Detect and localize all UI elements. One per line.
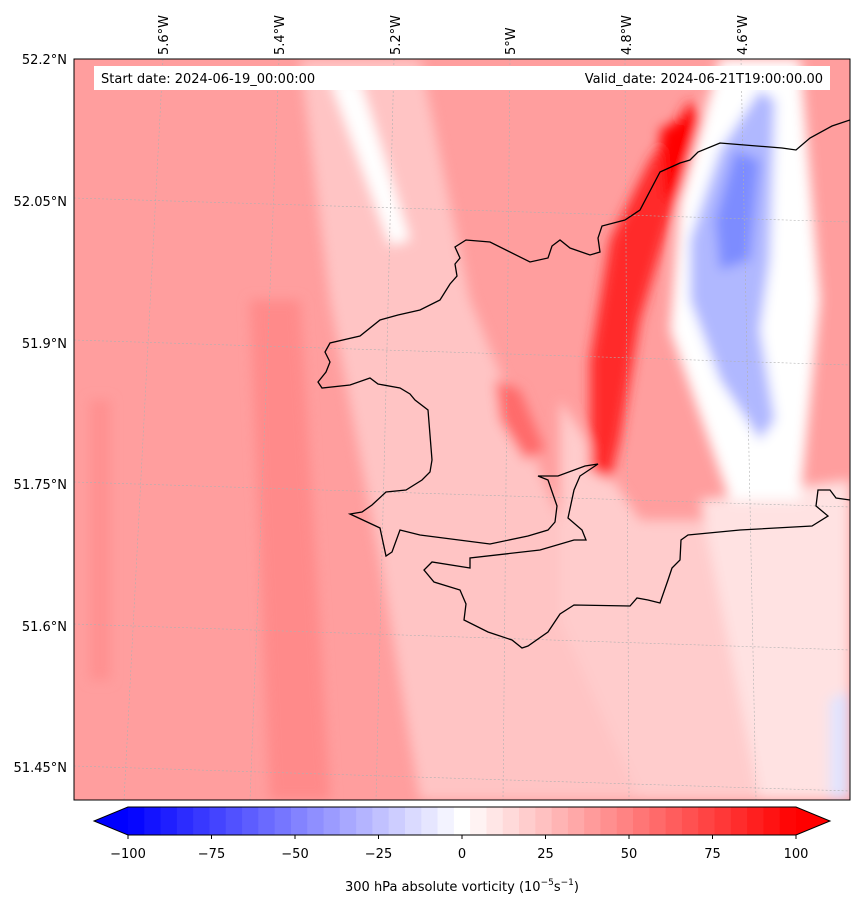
colorbar-arrow-high (796, 807, 830, 835)
colorbar-segment (747, 807, 765, 835)
colorbar-segment (486, 807, 504, 835)
colorbar-segment (421, 807, 439, 835)
lat-label-51-75n: 51.75°N (14, 478, 67, 493)
colorbar-segment (274, 807, 292, 835)
cb-tick-label: 75 (704, 847, 721, 862)
colorbar-segment (698, 807, 716, 835)
colorbar-segment (665, 807, 683, 835)
colorbar-segment (779, 807, 797, 835)
lat-label-51-45n: 51.45°N (14, 761, 67, 776)
map-frame (73, 58, 851, 801)
white-streak (330, 80, 410, 245)
cb-title-main: 300 hPa absolute vorticity (10 (345, 880, 541, 895)
colorbar-segment (372, 807, 390, 835)
colorbar-segment (600, 807, 618, 835)
colorbar-segment (535, 807, 553, 835)
colorbar-segment (453, 807, 471, 835)
colorbar-segment (356, 807, 373, 835)
colorbar-segment (307, 807, 325, 835)
longitude-labels: 5.6°W 5.4°W 5.2°W 5°W 4.8°W 4.6°W (157, 15, 751, 55)
colorbar-segment (681, 807, 699, 835)
colorbar-segment (404, 807, 422, 835)
cb-title-mid: s (554, 880, 561, 895)
colorbar-tick-labels: −100 −75 −50 −25 0 25 50 75 100 (110, 847, 808, 862)
lat-label-52-05n: 52.05°N (14, 195, 67, 210)
colorbar-segments (128, 807, 797, 835)
red-streak-centre (495, 380, 545, 460)
colorbar-segment (144, 807, 162, 835)
colorbar-segment (209, 807, 227, 835)
lat-label-51-9n: 51.9°N (22, 337, 67, 352)
lon-label-4-8w: 4.8°W (620, 15, 635, 55)
colorbar-segment (290, 807, 308, 835)
colorbar-segment (437, 807, 455, 835)
colorbar-segment (225, 807, 243, 835)
lon-label-4-6w: 4.6°W (736, 15, 751, 55)
coastline (317, 119, 850, 649)
valid-date-label: Valid_date: 2024-06-21T19:00:00.00 (585, 72, 823, 87)
lat-label-51-6n: 51.6°N (22, 620, 67, 635)
latitude-labels: 52.2°N 52.05°N 51.9°N 51.75°N 51.6°N 51.… (14, 53, 67, 776)
colorbar-segment (242, 807, 259, 835)
colorbar-ticks (127, 835, 797, 839)
cb-tick-label: −25 (365, 847, 392, 862)
blue-core (715, 150, 760, 270)
colorbar-segment (470, 807, 488, 835)
colorbar-segment (128, 807, 145, 835)
colorbar-segment (193, 807, 211, 835)
colorbar-segment (567, 807, 585, 835)
lon-label-5-6w: 5.6°W (157, 15, 172, 55)
colorbar-segment (160, 807, 178, 835)
cb-tick-label: 50 (621, 847, 638, 862)
colorbar-segment (584, 807, 602, 835)
colorbar-segment (763, 807, 781, 835)
colorbar-segment (714, 807, 732, 835)
colorbar: −100 −75 −50 −25 0 25 50 75 100 300 hPa … (92, 806, 832, 895)
dark-streak-edge (90, 400, 110, 680)
dark-streak-west (250, 300, 330, 800)
cb-title-exp2: −1 (561, 878, 574, 888)
start-date-label: Start date: 2024-06-19_00:00:00 (101, 72, 315, 87)
colorbar-segment (633, 807, 650, 835)
colorbar-segment (649, 807, 667, 835)
colorbar-segment (730, 807, 748, 835)
blue-corner (830, 690, 850, 800)
colorbar-segment (339, 807, 357, 835)
cb-title-exp1: −5 (541, 878, 554, 888)
cb-tick-label: 25 (537, 847, 554, 862)
cb-tick-label: −75 (198, 847, 225, 862)
cb-title-end: ) (574, 880, 579, 895)
lon-label-5w: 5°W (504, 27, 519, 55)
lon-label-5-2w: 5.2°W (389, 15, 404, 55)
colorbar-segment (323, 807, 341, 835)
colorbar-segment (388, 807, 406, 835)
lon-label-5-4w: 5.4°W (273, 15, 288, 55)
colorbar-arrow-low (94, 807, 128, 835)
vorticity-field (74, 59, 850, 800)
colorbar-segment (502, 807, 520, 835)
lat-label-52-2n: 52.2°N (22, 53, 67, 68)
colorbar-segment (519, 807, 536, 835)
colorbar-segment (616, 807, 634, 835)
colorbar-title: 300 hPa absolute vorticity (10−5s−1) (345, 878, 579, 895)
gridlines (74, 59, 850, 800)
red-band (590, 100, 710, 480)
cb-tick-label: −50 (281, 847, 308, 862)
cb-tick-label: −100 (110, 847, 146, 862)
info-box (94, 66, 830, 90)
colorbar-segment (551, 807, 569, 835)
cb-tick-label: 100 (784, 847, 809, 862)
colorbar-segment (258, 807, 276, 835)
pale-east (700, 480, 850, 800)
colorbar-segment (176, 807, 194, 835)
cb-tick-label: 0 (458, 847, 466, 862)
